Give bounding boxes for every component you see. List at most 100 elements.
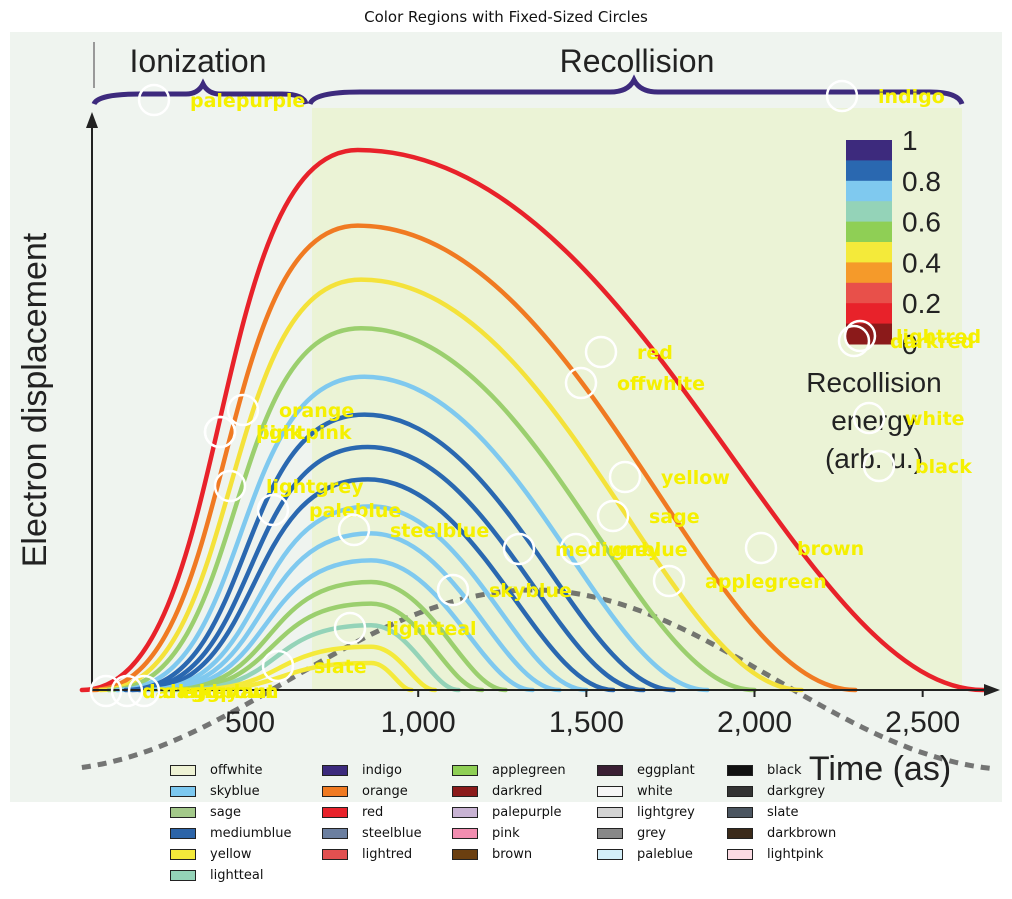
legend-label: darkred bbox=[492, 784, 543, 799]
trajectory-line-8 bbox=[136, 477, 616, 693]
marker-circle-darkgrey bbox=[89, 674, 123, 708]
marker-circle-grey bbox=[559, 532, 593, 566]
marker-circle-lightred bbox=[843, 319, 877, 353]
marker-circle-lightpink bbox=[203, 415, 237, 449]
marker-circle-darkbrown bbox=[110, 674, 144, 708]
legend-swatch bbox=[727, 786, 753, 797]
marker-label-red: red bbox=[637, 342, 673, 364]
panel-label-ionization: Ionization bbox=[130, 43, 267, 79]
trajectory-line-6 bbox=[123, 412, 677, 693]
marker-label-mediumblue: mediumblue bbox=[555, 539, 688, 561]
marker-label-palepurple: palepurple bbox=[190, 90, 305, 112]
colorbar-tick-label: 0 bbox=[902, 329, 918, 360]
colorbar-segment-4 bbox=[846, 221, 892, 243]
trajectory-line-16 bbox=[190, 660, 414, 693]
legend-swatch bbox=[322, 807, 348, 818]
trajectory-line-9 bbox=[143, 504, 589, 693]
marker-circle-white bbox=[852, 401, 886, 435]
x-tick-label: 500 bbox=[225, 706, 275, 739]
marker-circle-eggplant bbox=[127, 674, 161, 708]
legend-swatch bbox=[170, 786, 196, 797]
legend-label: lightteal bbox=[210, 868, 264, 883]
legend-swatch bbox=[727, 765, 753, 776]
colorbar-segment-3 bbox=[846, 201, 892, 223]
legend-label: orange bbox=[362, 784, 408, 799]
legend-swatch bbox=[170, 870, 196, 881]
marker-label-indigo: indigo bbox=[878, 86, 945, 108]
x-tick-label: 2,500 bbox=[885, 706, 960, 739]
legend-label: slate bbox=[767, 805, 799, 820]
colorbar-tick-label: 0.4 bbox=[902, 247, 941, 278]
legend-swatch bbox=[170, 765, 196, 776]
legend-swatch bbox=[170, 807, 196, 818]
legend-label: lightred bbox=[362, 847, 413, 862]
legend-swatch bbox=[597, 765, 623, 776]
colorbar-tick-label: 1 bbox=[902, 125, 918, 156]
marker-circle-lightgrey bbox=[213, 469, 247, 503]
marker-circle-offwhite bbox=[564, 366, 598, 400]
marker-label-darkbrown: darkbrown bbox=[163, 681, 279, 703]
y-axis-arrow bbox=[86, 112, 98, 128]
marker-circle-darkred bbox=[837, 324, 871, 358]
marker-label-lightred: lightred bbox=[896, 326, 981, 348]
legend-swatch bbox=[452, 786, 478, 797]
marker-circle-mediumblue bbox=[502, 532, 536, 566]
legend-label: lightpink bbox=[767, 847, 824, 862]
legend-label: palepurple bbox=[492, 805, 562, 820]
legend-swatch bbox=[597, 849, 623, 860]
trajectory-line-12 bbox=[163, 579, 508, 693]
legend-label: offwhite bbox=[210, 763, 263, 778]
marker-label-skyblue: skyblue bbox=[489, 580, 572, 602]
marker-circle-paleblue bbox=[256, 493, 290, 527]
marker-label-lightgrey: lightgrey bbox=[266, 476, 364, 498]
x-axis-label: Time (as) bbox=[809, 750, 951, 788]
colorbar-title-line: Recollision bbox=[806, 367, 941, 398]
legend-label: grey bbox=[637, 826, 667, 841]
trajectory-line-10 bbox=[150, 531, 562, 693]
legend-swatch bbox=[597, 828, 623, 839]
legend-label: darkgrey bbox=[767, 784, 826, 799]
marker-circle-black bbox=[862, 449, 896, 483]
legend-swatch bbox=[170, 828, 196, 839]
marker-label-darkgrey: darkgrey bbox=[142, 681, 239, 703]
marker-label-grey: grey bbox=[612, 539, 661, 561]
legend-swatch bbox=[597, 786, 623, 797]
marker-circle-skyblue bbox=[436, 573, 470, 607]
legend-swatch bbox=[452, 765, 478, 776]
legend-label: darkbrown bbox=[767, 826, 837, 841]
legend-label: steelblue bbox=[362, 826, 422, 841]
legend-label: pink bbox=[492, 826, 520, 841]
legend-swatch bbox=[322, 786, 348, 797]
colorbar-tick-label: 0.6 bbox=[902, 207, 941, 238]
colorbar-segment-0 bbox=[846, 140, 892, 161]
legend-label: black bbox=[767, 763, 802, 778]
trajectory-line-14 bbox=[177, 622, 461, 693]
marker-circle-sage bbox=[596, 499, 630, 533]
marker-label-black: black bbox=[915, 456, 972, 478]
ionization-brace bbox=[91, 78, 309, 106]
legend-swatch bbox=[727, 849, 753, 860]
legend-swatch bbox=[727, 828, 753, 839]
marker-label-slate: slate bbox=[314, 656, 367, 678]
legend-label: indigo bbox=[362, 763, 402, 778]
legend-label: skyblue bbox=[210, 784, 260, 799]
marker-label-brown: brown bbox=[797, 538, 864, 560]
marker-circle-red bbox=[584, 335, 618, 369]
legend-swatch bbox=[322, 849, 348, 860]
trajectory-line-1 bbox=[79, 147, 986, 693]
legend-swatch bbox=[452, 849, 478, 860]
legend-swatch bbox=[452, 828, 478, 839]
marker-circle-lightteal bbox=[333, 611, 367, 645]
legend-label: applegreen bbox=[492, 763, 566, 778]
legend-label: brown bbox=[492, 847, 533, 862]
marker-label-applegreen: applegreen bbox=[705, 571, 827, 593]
legend-label: lightgrey bbox=[637, 805, 695, 820]
trajectory-line-15 bbox=[183, 644, 438, 693]
legend-label: sage bbox=[210, 805, 241, 820]
legend-label: yellow bbox=[210, 847, 252, 862]
x-axis-arrow bbox=[984, 684, 1000, 696]
colorbar-segment-7 bbox=[846, 282, 892, 304]
colorbar-tick-label: 0.2 bbox=[902, 288, 941, 319]
colorbar-segment-8 bbox=[846, 303, 892, 325]
